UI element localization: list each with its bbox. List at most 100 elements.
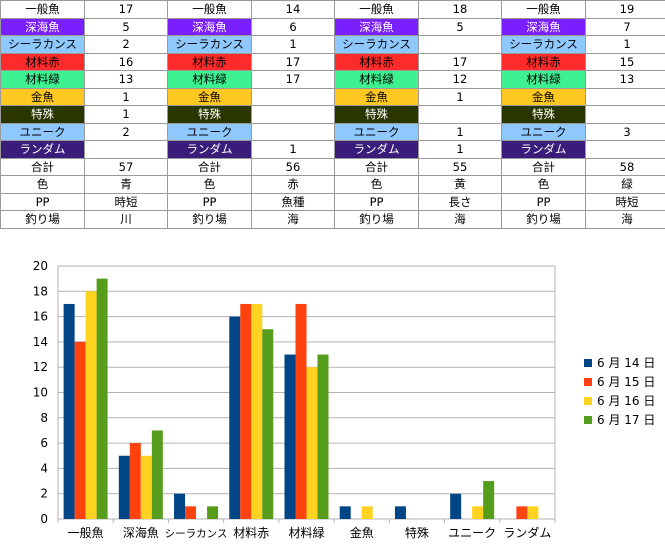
row-label-cell[interactable]: 釣り場	[501, 210, 586, 229]
row-label-cell[interactable]: シーラカンス	[334, 35, 419, 54]
value-cell[interactable]	[585, 105, 665, 124]
row-label-cell[interactable]: PP	[167, 192, 252, 211]
row-label-cell[interactable]: 材料赤	[334, 52, 419, 71]
row-label-cell[interactable]: 合計	[167, 157, 252, 176]
row-label-cell[interactable]: 特殊	[334, 105, 419, 124]
value-cell[interactable]: 赤	[251, 175, 335, 194]
row-label-cell[interactable]: ランダム	[334, 140, 419, 159]
value-cell[interactable]: 1	[84, 105, 168, 124]
row-label-cell[interactable]: 深海魚	[0, 17, 85, 36]
value-cell[interactable]: 時短	[84, 192, 168, 211]
value-cell[interactable]: 55	[418, 157, 502, 176]
row-label-cell[interactable]: 一般魚	[334, 0, 419, 19]
value-cell[interactable]	[84, 140, 168, 159]
row-label-cell[interactable]: ユニーク	[0, 122, 85, 141]
value-cell[interactable]: 緑	[585, 175, 665, 194]
row-label-cell[interactable]: ランダム	[501, 140, 586, 159]
row-label-cell[interactable]: ランダム	[167, 140, 252, 159]
row-label-cell[interactable]: 材料赤	[167, 52, 252, 71]
value-cell[interactable]: 黄	[418, 175, 502, 194]
value-cell[interactable]: 13	[585, 70, 665, 89]
value-cell[interactable]: 1	[251, 35, 335, 54]
value-cell[interactable]: 15	[585, 52, 665, 71]
row-label-cell[interactable]: 色	[501, 175, 586, 194]
value-cell[interactable]: 18	[418, 0, 502, 19]
value-cell[interactable]: 5	[418, 17, 502, 36]
value-cell[interactable]: 1	[418, 122, 502, 141]
value-cell[interactable]: 1	[251, 140, 335, 159]
value-cell[interactable]: 17	[84, 0, 168, 19]
row-label-cell[interactable]: 特殊	[501, 105, 586, 124]
value-cell[interactable]: 58	[585, 157, 665, 176]
value-cell[interactable]: 1	[585, 35, 665, 54]
value-cell[interactable]	[251, 122, 335, 141]
value-cell[interactable]: 13	[84, 70, 168, 89]
row-label-cell[interactable]: 材料緑	[501, 70, 586, 89]
value-cell[interactable]: 3	[585, 122, 665, 141]
value-cell[interactable]: 1	[418, 87, 502, 106]
row-label-cell[interactable]: 特殊	[167, 105, 252, 124]
value-cell[interactable]: 16	[84, 52, 168, 71]
row-label-cell[interactable]: ユニーク	[334, 122, 419, 141]
value-cell[interactable]: 19	[585, 0, 665, 19]
row-label-cell[interactable]: 金魚	[501, 87, 586, 106]
value-cell[interactable]	[585, 140, 665, 159]
value-cell[interactable]: 時短	[585, 192, 665, 211]
row-label-cell[interactable]: 深海魚	[501, 17, 586, 36]
value-cell[interactable]: 14	[251, 0, 335, 19]
value-cell[interactable]	[251, 105, 335, 124]
row-label-cell[interactable]: 一般魚	[0, 0, 85, 19]
row-label-cell[interactable]: 一般魚	[167, 0, 252, 19]
row-label-cell[interactable]: PP	[334, 192, 419, 211]
row-label-cell[interactable]: 材料赤	[0, 52, 85, 71]
value-cell[interactable]: 12	[418, 70, 502, 89]
value-cell[interactable]: 青	[84, 175, 168, 194]
value-cell[interactable]: 海	[585, 210, 665, 229]
row-label-cell[interactable]: ユニーク	[167, 122, 252, 141]
row-label-cell[interactable]: 材料緑	[0, 70, 85, 89]
row-label-cell[interactable]: 深海魚	[334, 17, 419, 36]
value-cell[interactable]	[251, 87, 335, 106]
value-cell[interactable]: 1	[418, 140, 502, 159]
row-label-cell[interactable]: シーラカンス	[501, 35, 586, 54]
value-cell[interactable]: 5	[84, 17, 168, 36]
row-label-cell[interactable]: 金魚	[167, 87, 252, 106]
value-cell[interactable]: 17	[251, 52, 335, 71]
row-label-cell[interactable]: PP	[501, 192, 586, 211]
row-label-cell[interactable]: 材料緑	[167, 70, 252, 89]
value-cell[interactable]	[418, 35, 502, 54]
row-label-cell[interactable]: 材料緑	[334, 70, 419, 89]
row-label-cell[interactable]: 金魚	[334, 87, 419, 106]
row-label-cell[interactable]: 特殊	[0, 105, 85, 124]
row-label-cell[interactable]: 材料赤	[501, 52, 586, 71]
row-label-cell[interactable]: 一般魚	[501, 0, 586, 19]
row-label-cell[interactable]: ランダム	[0, 140, 85, 159]
row-label-cell[interactable]: シーラカンス	[167, 35, 252, 54]
row-label-cell[interactable]: 合計	[0, 157, 85, 176]
row-label-cell[interactable]: 色	[0, 175, 85, 194]
value-cell[interactable]: 17	[418, 52, 502, 71]
row-label-cell[interactable]: 合計	[334, 157, 419, 176]
value-cell[interactable]: 57	[84, 157, 168, 176]
value-cell[interactable]: 2	[84, 35, 168, 54]
value-cell[interactable]: 魚種	[251, 192, 335, 211]
row-label-cell[interactable]: 色	[167, 175, 252, 194]
row-label-cell[interactable]: PP	[0, 192, 85, 211]
value-cell[interactable]: 17	[251, 70, 335, 89]
row-label-cell[interactable]: 釣り場	[167, 210, 252, 229]
value-cell[interactable]: 長さ	[418, 192, 502, 211]
row-label-cell[interactable]: ユニーク	[501, 122, 586, 141]
value-cell[interactable]: 1	[84, 87, 168, 106]
value-cell[interactable]: 56	[251, 157, 335, 176]
value-cell[interactable]: 7	[585, 17, 665, 36]
row-label-cell[interactable]: 釣り場	[334, 210, 419, 229]
row-label-cell[interactable]: 深海魚	[167, 17, 252, 36]
value-cell[interactable]: 2	[84, 122, 168, 141]
row-label-cell[interactable]: 釣り場	[0, 210, 85, 229]
row-label-cell[interactable]: シーラカンス	[0, 35, 85, 54]
value-cell[interactable]	[585, 87, 665, 106]
row-label-cell[interactable]: 合計	[501, 157, 586, 176]
row-label-cell[interactable]: 色	[334, 175, 419, 194]
value-cell[interactable]: 6	[251, 17, 335, 36]
value-cell[interactable]	[418, 105, 502, 124]
